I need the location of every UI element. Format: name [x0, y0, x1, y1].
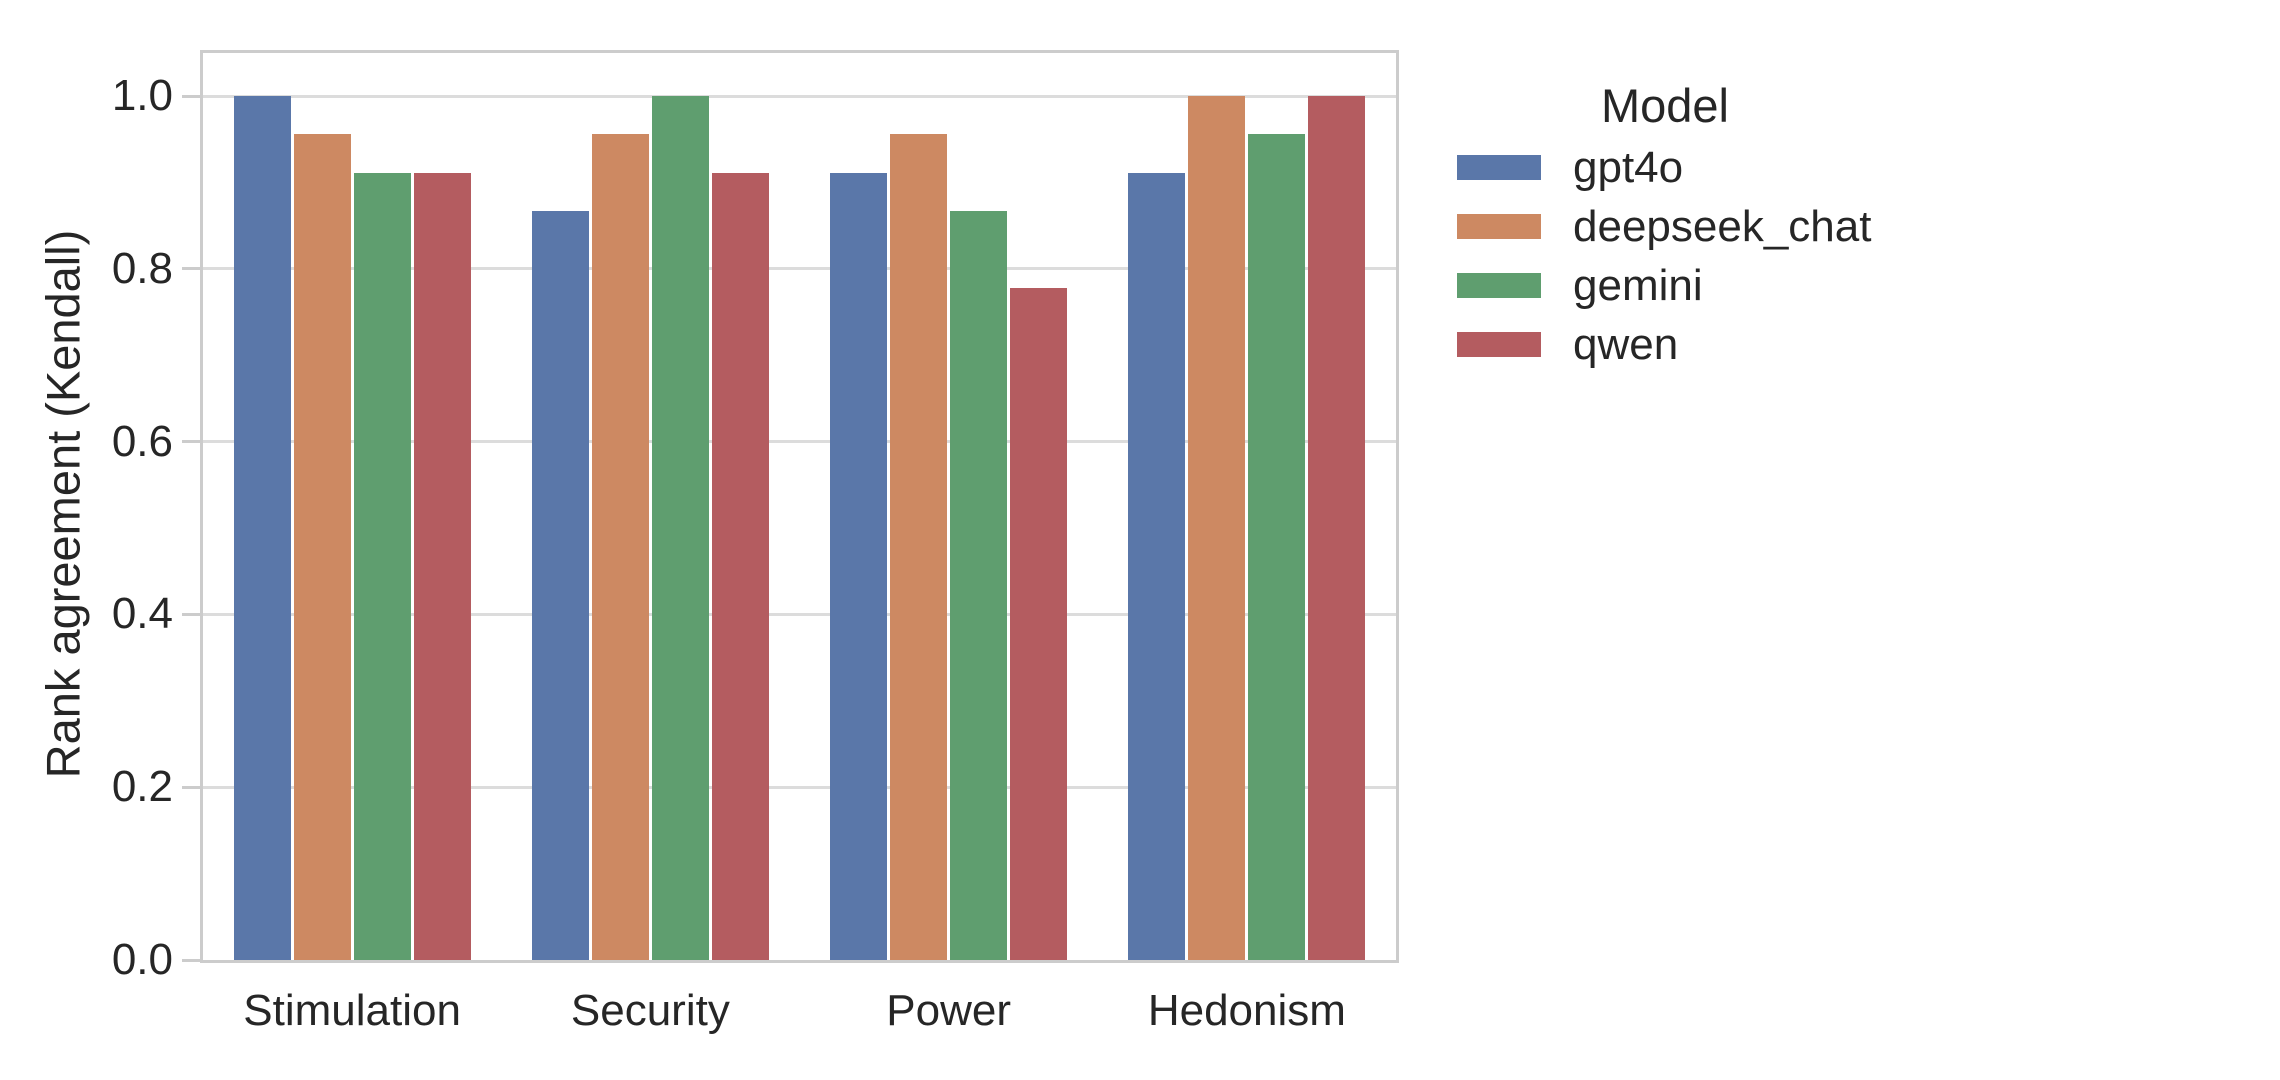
- x-tick-label-power: Power: [886, 986, 1011, 1035]
- x-tick-label-security: Security: [570, 986, 730, 1035]
- bar-deepseek_chat-hedonism: [1188, 96, 1246, 960]
- legend-row-deepseek_chat: deepseek_chat: [1445, 197, 1885, 256]
- bar-gpt4o-hedonism: [1128, 173, 1186, 960]
- legend-label-qwen: qwen: [1573, 319, 1679, 369]
- legend-row-gemini: gemini: [1445, 256, 1885, 315]
- bar-qwen-stimulation: [413, 173, 471, 960]
- legend-swatch-gpt4o: [1457, 155, 1541, 180]
- legend-title: Model: [1600, 79, 1729, 132]
- bar-qwen-hedonism: [1308, 96, 1366, 960]
- gridline-y-1.0: [203, 94, 1396, 98]
- bar-gemini-hedonism: [1248, 134, 1306, 960]
- y-tick-mark-0.4: [182, 612, 200, 616]
- y-axis-label: Rank agreement (Kendall): [36, 229, 90, 779]
- legend-swatch-qwen: [1457, 332, 1541, 357]
- y-tick-label-0.8: 0.8: [111, 243, 173, 293]
- bar-gpt4o-security: [531, 211, 589, 960]
- y-tick-label-0.0: 0.0: [111, 935, 173, 984]
- bar-gemini-security: [651, 96, 709, 960]
- x-tick-label-stimulation: Stimulation: [243, 986, 461, 1035]
- y-tick-label-0.6: 0.6: [111, 416, 173, 466]
- bar-qwen-power: [1010, 287, 1068, 960]
- legend-swatch-gemini: [1457, 273, 1541, 298]
- bar-gemini-stimulation: [353, 173, 411, 960]
- bar-qwen-security: [711, 173, 769, 960]
- gridline-y-0.2: [203, 785, 1396, 789]
- legend-swatch-deepseek_chat: [1457, 214, 1541, 239]
- y-tick-mark-0.0: [182, 958, 200, 962]
- y-tick-mark-1.0: [182, 94, 200, 98]
- y-tick-mark-0.2: [182, 785, 200, 789]
- y-tick-label-1.0: 1.0: [111, 71, 173, 121]
- gridline-y-0.8: [203, 267, 1396, 271]
- bar-gpt4o-power: [830, 173, 888, 960]
- x-tick-label-hedonism: Hedonism: [1147, 986, 1346, 1035]
- y-tick-label-0.4: 0.4: [111, 589, 173, 639]
- bar-gemini-power: [950, 211, 1008, 960]
- gridline-y-0.4: [203, 612, 1396, 616]
- legend-label-gemini: gemini: [1573, 260, 1703, 310]
- bar-gpt4o-stimulation: [233, 96, 291, 960]
- plot-area: 0.0 0.2 0.4 0.6 0.8 1.0 Stimulation Security Pow…: [112, 50, 1399, 1035]
- legend-label-gpt4o: gpt4o: [1573, 142, 1684, 192]
- legend-label-deepseek_chat: deepseek_chat: [1573, 201, 1872, 251]
- bar-deepseek_chat-stimulation: [293, 134, 351, 960]
- y-tick-mark-0.6: [182, 440, 200, 444]
- bar-deepseek_chat-security: [591, 134, 649, 960]
- y-tick-mark-0.8: [182, 267, 200, 271]
- legend-row-gpt4o: gpt4o: [1445, 138, 1885, 197]
- gridline-y-0.6: [203, 440, 1396, 444]
- y-tick-label-0.2: 0.2: [111, 762, 173, 812]
- bar-deepseek_chat-power: [890, 134, 948, 960]
- legend-row-qwen: qwen: [1445, 315, 1885, 374]
